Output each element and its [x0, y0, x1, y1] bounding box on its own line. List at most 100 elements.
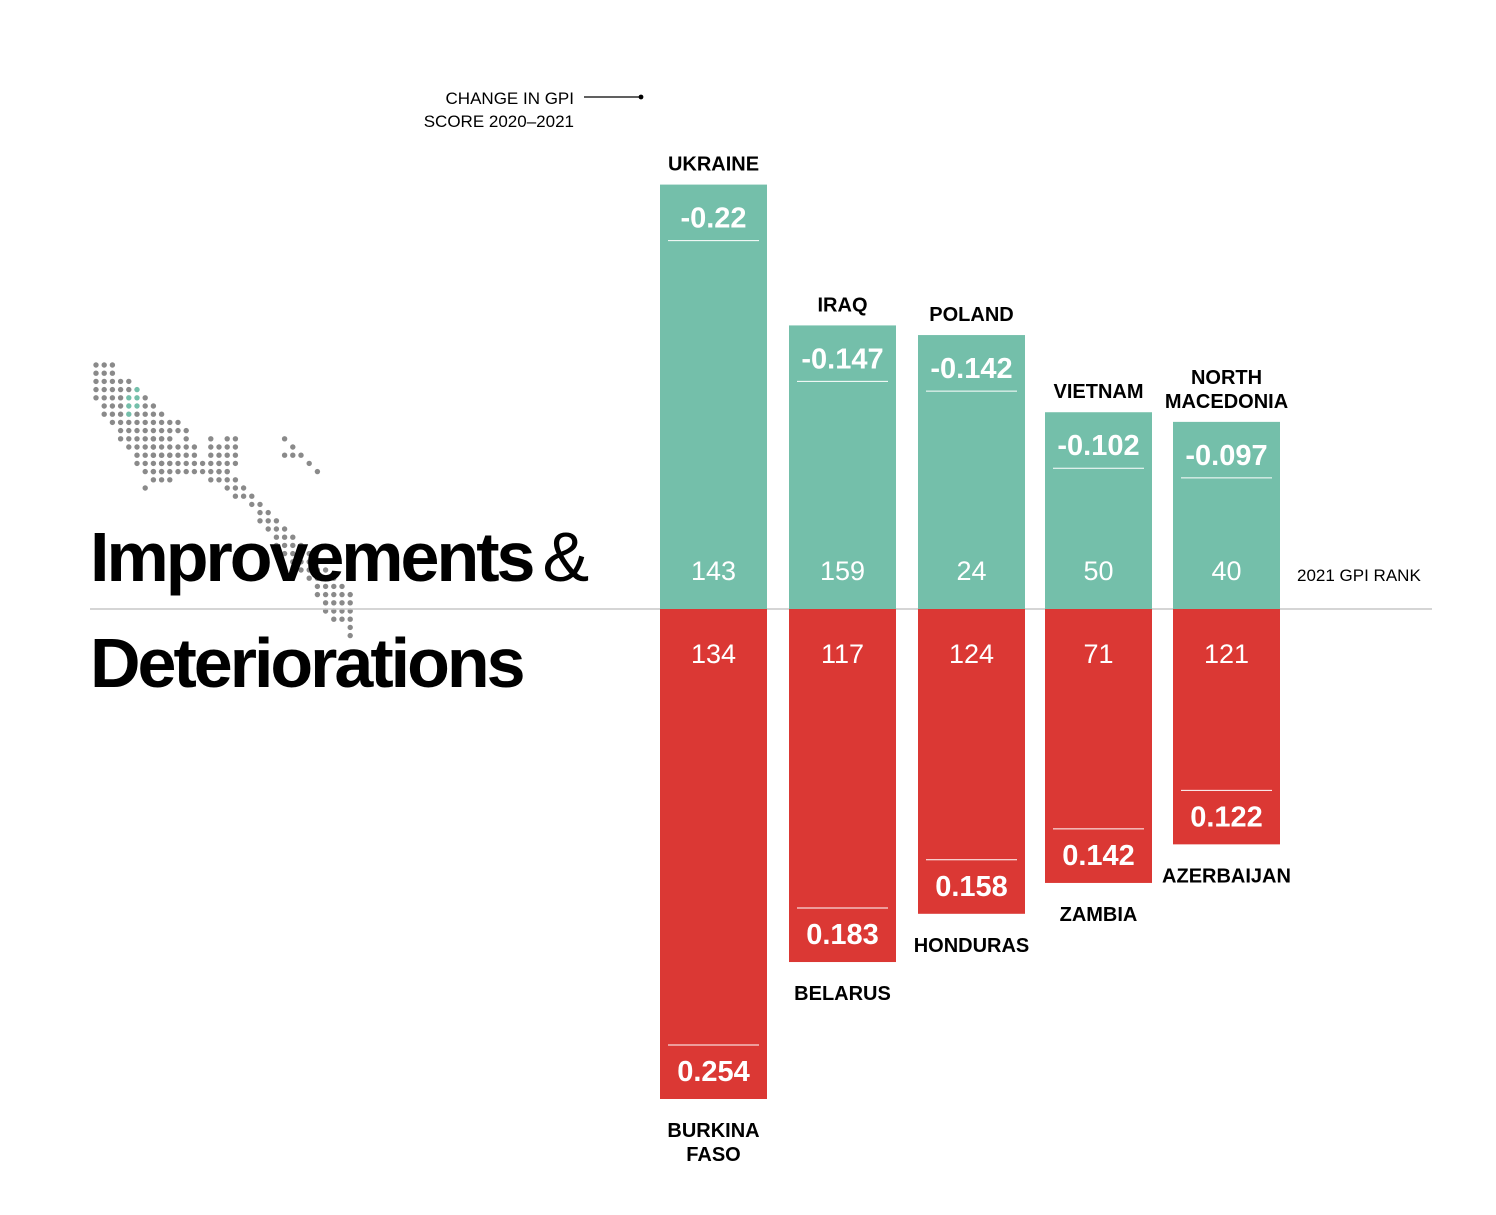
world-map-dot-icon: [158, 444, 165, 450]
world-map-dot-icon: [93, 395, 99, 401]
world-map-dot-icon: [126, 411, 132, 417]
world-map-dot-icon: [298, 542, 304, 549]
improvement-change-label: -0.142: [930, 353, 1012, 385]
world-map-dot-icon: [175, 468, 181, 475]
change-annotation-line-1: CHANGE IN GPI: [446, 89, 574, 108]
deterioration-rank-label: 117: [821, 639, 864, 669]
deterioration-rank-label: 124: [949, 639, 994, 669]
improvement-change-label: -0.097: [1185, 440, 1267, 472]
world-map-dot-icon: [257, 501, 263, 508]
world-map-dot-icon: [158, 436, 165, 442]
world-map-dot-icon: [281, 542, 288, 549]
world-map-dot-icon: [109, 378, 116, 385]
world-map-dot-icon: [126, 419, 132, 426]
world-map-dot-icon: [134, 395, 140, 401]
world-map-dot-icon: [117, 395, 124, 401]
improvement-bar: [918, 335, 1025, 609]
deterioration-change-label: 0.158: [935, 871, 1008, 903]
world-map-dot-icon: [339, 616, 345, 622]
world-map-dot-icon: [183, 468, 189, 475]
world-map-dot-icon: [298, 452, 304, 458]
world-map-dot-icon: [347, 616, 353, 622]
world-map-dot-icon: [134, 436, 140, 442]
world-map-dot-icon: [134, 452, 140, 458]
world-map-dot-icon: [249, 493, 255, 499]
world-map-dot-icon: [306, 567, 312, 573]
world-map-dot-icon: [142, 468, 148, 475]
world-map-dot-icon: [167, 436, 173, 442]
world-map-dot-icon: [322, 600, 329, 606]
world-map-dot-icon: [175, 419, 181, 426]
world-map-dot-icon: [216, 444, 222, 450]
world-map-dot-icon: [191, 460, 198, 467]
world-map-dot-icon: [126, 378, 132, 385]
world-map-dot-icon: [208, 460, 214, 467]
world-map-dot-icon: [331, 583, 337, 590]
world-map-dot-icon: [257, 509, 263, 516]
world-map-dot-icon: [281, 550, 288, 557]
world-map-dot-icon: [339, 583, 345, 590]
world-map-dot-icon: [101, 370, 107, 376]
world-map-dot-icon: [290, 542, 296, 549]
world-map-dot-icon: [232, 485, 239, 491]
world-map-dot-icon: [93, 370, 99, 376]
improvement-bar: [660, 184, 767, 609]
improvement-country-label: UKRAINE: [668, 154, 759, 176]
world-map-dot-icon: [191, 444, 198, 450]
title-deteriorations: Deteriorations: [90, 624, 526, 702]
world-map-dot-icon: [109, 395, 116, 401]
world-map-dot-icon: [314, 575, 321, 581]
world-map-dot-icon: [158, 411, 165, 417]
world-map-dot-icon: [265, 518, 271, 524]
world-map-dot-icon: [167, 419, 173, 426]
world-map-dot-icon: [150, 477, 157, 483]
world-map-dot-icon: [298, 550, 304, 557]
deterioration-rank-label: 121: [1204, 639, 1249, 669]
world-map-dot-icon: [142, 452, 148, 458]
world-map-dot-icon: [167, 468, 173, 475]
world-map-dot-icon: [126, 386, 132, 393]
improvement-bar: [1045, 412, 1152, 609]
deterioration-country-label: FASO: [686, 1144, 740, 1166]
world-map-dot-icon: [306, 559, 312, 565]
world-map-dot-icon: [331, 575, 337, 581]
deterioration-change-label: 0.122: [1190, 801, 1263, 833]
world-map-dot-icon: [322, 591, 329, 598]
change-annotation-line-2: SCORE 2020–2021: [424, 112, 574, 131]
improvement-country-label: POLAND: [929, 304, 1013, 326]
world-map-dot-icon: [117, 419, 124, 426]
deterioration-change-label: 0.142: [1062, 840, 1135, 872]
world-map-dot-icon: [216, 452, 222, 458]
world-map-dot-icon: [240, 485, 247, 491]
world-map-dot-icon: [150, 411, 157, 417]
world-map-dot-icon: [134, 444, 140, 450]
world-map-dot-icon: [93, 362, 99, 368]
world-map-dot-icon: [142, 395, 148, 401]
world-map-dot-icon: [175, 460, 181, 467]
improvement-rank-label: 50: [1083, 556, 1113, 586]
world-map-dot-icon: [314, 591, 321, 598]
world-map-dot-icon: [216, 460, 222, 467]
world-map-dot-icon: [150, 427, 157, 434]
world-map-dot-icon: [314, 567, 321, 573]
world-map-dot-icon: [281, 452, 288, 458]
world-map-dot-icon: [109, 362, 116, 368]
world-map-dot-icon: [126, 395, 132, 401]
improvement-change-label: -0.102: [1057, 430, 1139, 462]
world-map-dot-icon: [142, 411, 148, 417]
improvement-country-label: MACEDONIA: [1165, 391, 1288, 413]
world-map-dot-icon: [101, 403, 107, 409]
world-map-dot-icon: [224, 436, 230, 442]
improvement-rank-label: 159: [820, 556, 865, 586]
world-map-dot-icon: [208, 477, 214, 483]
world-map-dot-icon: [208, 452, 214, 458]
world-map-dot-icon: [134, 386, 140, 393]
world-map-dot-icon: [314, 468, 321, 475]
world-map-dot-icon: [224, 477, 230, 483]
improvement-rank-label: 143: [691, 556, 736, 586]
deterioration-bar: [918, 609, 1025, 914]
world-map-dot-icon: [109, 403, 116, 409]
world-map-dot-icon: [290, 444, 296, 450]
